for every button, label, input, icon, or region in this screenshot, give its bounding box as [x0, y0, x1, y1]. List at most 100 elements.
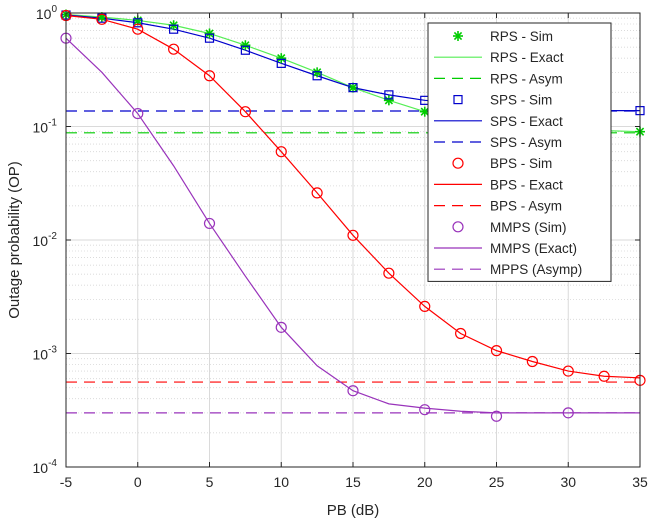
data-point-mmps-sim	[275, 321, 287, 333]
y-tick-label: 10-4	[33, 458, 58, 476]
legend-label: RPS - Sim	[490, 29, 553, 44]
data-point-mmps-sim	[490, 410, 503, 422]
star-stroke	[241, 41, 250, 50]
legend-entry-rps-exact: RPS - Exact	[434, 50, 564, 65]
star-stroke	[453, 31, 463, 41]
legend-marker-swatch	[452, 221, 464, 233]
star-stroke	[384, 96, 394, 105]
data-point-bps-sim	[562, 365, 574, 377]
x-tick-label: -5	[60, 474, 73, 490]
legend-entry-mmps-exact: MMPS (Exact)	[434, 241, 577, 256]
data-point-rps-sim	[383, 95, 394, 106]
y-tick-label: 10-3	[33, 345, 58, 363]
x-tick-label: 5	[206, 474, 214, 490]
x-tick-label: 20	[417, 474, 433, 490]
legend-label: RPS - Asym	[490, 71, 563, 86]
x-tick-label: 0	[134, 474, 142, 490]
legend-label: SPS - Asym	[490, 135, 562, 150]
legend-entry-bps-asym: BPS - Asym	[434, 199, 562, 214]
y-tick-label: 10-2	[33, 231, 58, 249]
data-point-sps-sim	[240, 45, 250, 55]
legend-entry-bps-exact: BPS - Exact	[434, 177, 563, 192]
legend-label: BPS - Asym	[490, 199, 562, 214]
data-point-bps-sim	[311, 187, 323, 199]
legend-entry-sps-exact: SPS - Exact	[434, 114, 563, 129]
data-point-rps-sim	[348, 82, 358, 93]
data-point-mmps-sim	[347, 385, 359, 397]
star-stroke	[348, 83, 358, 92]
data-point-mmps-sim	[562, 407, 574, 419]
legend-marker-swatch	[452, 157, 464, 169]
data-point-bps-sim	[419, 300, 431, 313]
data-point-mmps-sim	[132, 107, 144, 120]
legend-label: RPS - Exact	[490, 50, 564, 65]
y-tick-label-base: 10	[33, 120, 49, 136]
data-point-sps-sim	[312, 71, 322, 81]
legend-entry-bps-sim: BPS - Sim	[452, 156, 552, 171]
legend-label: MMPS (Sim)	[490, 220, 567, 235]
x-tick-label: 25	[489, 474, 505, 490]
data-point-bps-sim	[203, 70, 216, 82]
star-stroke	[205, 29, 214, 38]
data-point-sps-sim	[169, 24, 179, 34]
data-point-sps-sim	[276, 58, 286, 68]
y-tick-label: 100	[36, 4, 58, 22]
legend-label: MPPS (Asymp)	[490, 262, 582, 277]
legend-entry-mmps-sim: MMPS (Sim)	[452, 220, 567, 235]
data-point-bps-sim	[526, 355, 538, 368]
data-point-sps-sim	[133, 18, 143, 28]
y-tick-label-exponent: -4	[48, 458, 57, 469]
series-line-bps-exact	[65, 14, 641, 379]
data-point-bps-sim	[239, 106, 251, 118]
data-point-bps-sim	[132, 23, 144, 35]
legend-entry-sps-asym: SPS - Asym	[434, 135, 562, 150]
x-tick-label: 15	[345, 474, 361, 490]
data-point-bps-sim	[490, 345, 503, 357]
legend-marker-swatch	[453, 94, 463, 105]
legend: RPS - Sim RPS - Exact RPS - Asym SPS - Sim S…	[427, 22, 612, 282]
data-point-bps-sim	[347, 229, 359, 241]
legend-label: SPS - Sim	[490, 93, 552, 108]
x-tick-label: 30	[560, 474, 576, 490]
y-tick-label-base: 10	[33, 460, 49, 476]
legend-label: MMPS (Exact)	[490, 241, 577, 256]
x-tick-label: 10	[273, 474, 289, 490]
x-tick-label: 35	[632, 474, 648, 490]
y-tick-label-exponent: -1	[48, 118, 57, 129]
y-axis-label: Outage probability (OP)	[6, 161, 23, 319]
legend-entry-sps-sim: SPS - Sim	[453, 93, 552, 108]
data-point-sps-sim	[204, 33, 215, 43]
data-point-rps-sim	[240, 40, 251, 51]
legend-marker-swatch	[453, 31, 463, 41]
star-stroke	[277, 54, 286, 63]
data-point-rps-sim	[276, 53, 287, 64]
legend-label: BPS - Exact	[490, 177, 563, 192]
y-tick-label-base: 10	[36, 6, 52, 22]
data-point-rps-sim	[204, 28, 215, 39]
legend-entry-rps-asym: RPS - Asym	[434, 71, 563, 86]
star-stroke	[420, 107, 429, 116]
legend-entry-rps-sim: RPS - Sim	[453, 29, 553, 44]
legend-box	[427, 22, 612, 282]
y-tick-label-exponent: 0	[51, 4, 57, 15]
data-point-sps-sim	[348, 83, 358, 93]
legend-label: BPS - Sim	[490, 156, 552, 171]
data-point-mmps-sim	[419, 404, 431, 416]
data-point-bps-sim	[455, 327, 467, 340]
y-tick-label: 10-1	[33, 118, 58, 136]
data-point-bps-sim	[275, 146, 287, 158]
legend-label: SPS - Exact	[490, 114, 563, 129]
y-tick-label-base: 10	[33, 233, 49, 249]
y-tick-label-exponent: -3	[48, 345, 57, 356]
y-tick-label-base: 10	[33, 347, 49, 363]
x-axis-label: PB (dB)	[327, 502, 380, 519]
y-tick-label-exponent: -2	[48, 231, 57, 242]
data-point-bps-sim	[168, 43, 180, 55]
star-stroke	[133, 16, 142, 25]
series-markers-bps-sim	[60, 9, 646, 386]
data-point-mmps-sim	[203, 217, 216, 230]
data-point-bps-sim	[96, 13, 108, 25]
legend-entry-mpps-asymp: MPPS (Asymp)	[434, 262, 582, 277]
